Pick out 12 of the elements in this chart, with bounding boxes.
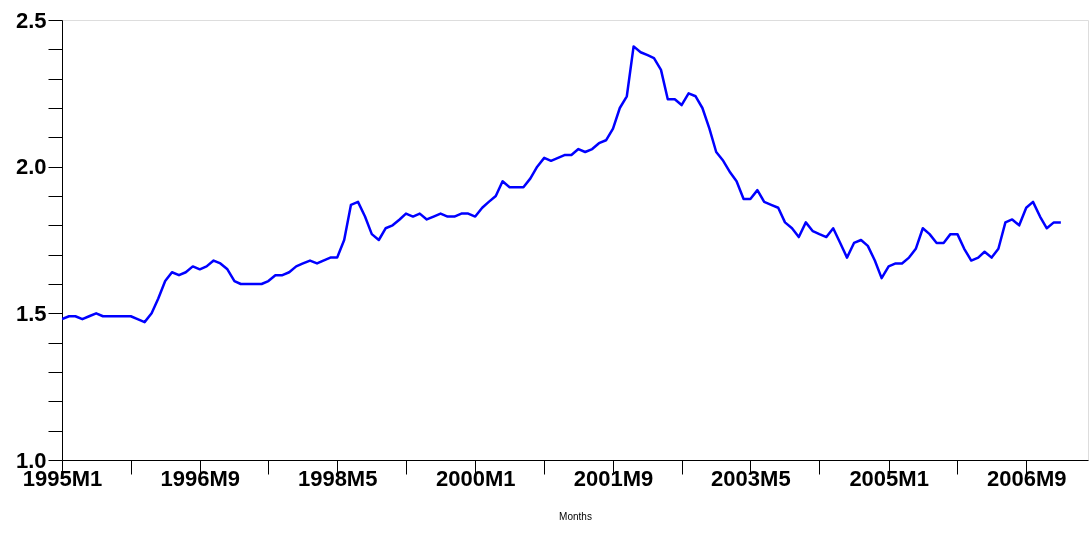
x-tick-label: 2001M9	[573, 465, 654, 491]
y-tick-label: 1.5	[15, 300, 47, 326]
line-series	[62, 45, 1063, 324]
y-tick-label: 2.0	[15, 154, 47, 180]
y-tick-label: 2.5	[15, 7, 47, 33]
x-tick-label: 1996M9	[160, 465, 241, 491]
x-tick-label: 1998M5	[297, 465, 378, 491]
x-tick-label: 2000M1	[435, 465, 516, 491]
x-axis-title: Months	[559, 510, 592, 522]
x-tick-label: 2003M5	[711, 465, 791, 491]
x-tick-label: 2005M1	[849, 465, 929, 491]
x-tick-label: 2006M9	[986, 465, 1067, 491]
